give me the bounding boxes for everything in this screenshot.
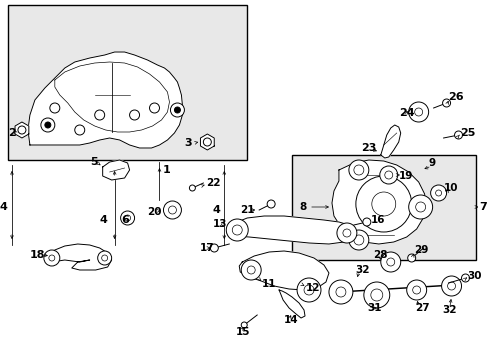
Circle shape	[170, 103, 184, 117]
Text: 32: 32	[442, 305, 456, 315]
Circle shape	[328, 280, 352, 304]
Circle shape	[129, 110, 139, 120]
Polygon shape	[331, 160, 425, 244]
Circle shape	[406, 280, 426, 300]
Text: 22: 22	[206, 178, 221, 188]
Text: 27: 27	[414, 303, 428, 313]
Text: 7: 7	[479, 202, 486, 212]
Text: 9: 9	[428, 158, 435, 168]
Circle shape	[380, 252, 400, 272]
Circle shape	[454, 131, 462, 139]
Circle shape	[379, 166, 397, 184]
Circle shape	[241, 260, 261, 280]
Text: 31: 31	[366, 303, 381, 313]
Text: 2: 2	[8, 128, 16, 138]
Text: 23: 23	[360, 143, 375, 153]
Circle shape	[430, 185, 446, 201]
Text: 14: 14	[284, 315, 298, 325]
Polygon shape	[380, 125, 400, 158]
Circle shape	[174, 107, 180, 113]
Text: 32: 32	[354, 265, 368, 275]
Text: 24: 24	[398, 108, 413, 118]
Circle shape	[348, 230, 368, 250]
Text: 4: 4	[212, 205, 220, 215]
Circle shape	[408, 102, 428, 122]
Polygon shape	[15, 122, 29, 138]
Polygon shape	[28, 52, 182, 148]
Circle shape	[348, 160, 368, 180]
Circle shape	[408, 195, 432, 219]
Circle shape	[355, 176, 411, 232]
Bar	[8, 5, 247, 160]
Circle shape	[461, 274, 468, 282]
Circle shape	[95, 110, 104, 120]
Text: 21: 21	[240, 205, 254, 215]
Circle shape	[407, 254, 415, 262]
Text: 13: 13	[212, 219, 226, 229]
Text: 28: 28	[372, 250, 386, 260]
Circle shape	[266, 200, 275, 208]
Circle shape	[441, 276, 461, 296]
Polygon shape	[279, 290, 305, 318]
Circle shape	[189, 185, 195, 191]
Circle shape	[50, 103, 60, 113]
Circle shape	[75, 125, 84, 135]
Circle shape	[163, 201, 181, 219]
Text: 1: 1	[162, 165, 170, 175]
Text: 25: 25	[460, 128, 475, 138]
Circle shape	[363, 282, 389, 308]
Circle shape	[241, 322, 247, 328]
Circle shape	[210, 244, 218, 252]
Text: 19: 19	[398, 171, 412, 181]
Circle shape	[45, 122, 51, 128]
Text: 3: 3	[184, 138, 192, 148]
Text: 16: 16	[370, 215, 385, 225]
Text: 29: 29	[413, 245, 427, 255]
Circle shape	[442, 99, 449, 107]
Text: 6: 6	[122, 215, 129, 225]
Text: 4: 4	[0, 202, 8, 212]
Text: 17: 17	[199, 243, 214, 253]
Polygon shape	[239, 251, 328, 290]
Text: 15: 15	[236, 327, 250, 337]
Circle shape	[149, 103, 159, 113]
Circle shape	[121, 211, 134, 225]
Circle shape	[44, 250, 60, 266]
Polygon shape	[45, 244, 111, 270]
Circle shape	[296, 278, 320, 302]
Text: 5: 5	[89, 157, 97, 167]
Circle shape	[98, 251, 111, 265]
Text: 26: 26	[447, 92, 463, 102]
Text: 4: 4	[100, 215, 107, 225]
Circle shape	[362, 218, 370, 226]
Circle shape	[41, 118, 55, 132]
Text: 11: 11	[262, 279, 276, 289]
Text: 18: 18	[30, 250, 45, 260]
Polygon shape	[200, 134, 214, 150]
Polygon shape	[227, 216, 353, 244]
Polygon shape	[102, 160, 129, 180]
Text: 10: 10	[443, 183, 457, 193]
Text: 30: 30	[467, 271, 481, 281]
Text: 20: 20	[147, 207, 162, 217]
Text: 8: 8	[299, 202, 305, 212]
Circle shape	[226, 219, 248, 241]
Bar	[291, 155, 475, 260]
Text: 12: 12	[305, 283, 320, 293]
Circle shape	[336, 223, 356, 243]
